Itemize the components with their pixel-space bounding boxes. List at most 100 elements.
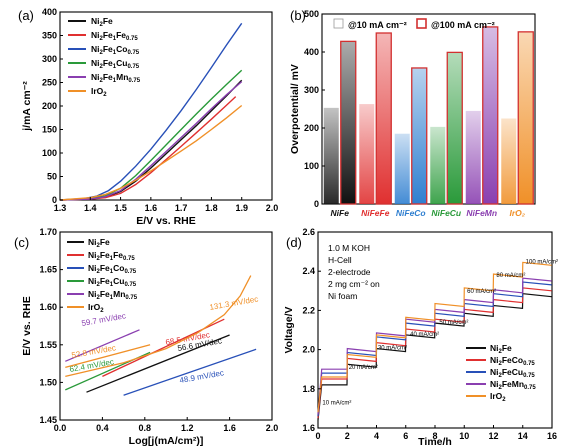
b-category-label-5: IrO₂ (509, 208, 525, 218)
a-x-tick-label: 1.5 (114, 203, 127, 213)
b-bar-NiFe-0 (323, 107, 339, 204)
a-x-tick-label: 1.4 (84, 203, 97, 213)
b-panel-label: (b) (290, 8, 306, 23)
b-bar-NiFeCu-1 (446, 51, 463, 205)
b-category-label-4: NiFeMn (466, 208, 497, 218)
d-condition-2: 2-electrode (328, 267, 371, 277)
d-step-label-6: 80 mA/cm² (496, 273, 525, 279)
b-y-tick-label: 300 (304, 85, 319, 95)
d-step-label-2: 30 mA/cm² (378, 346, 407, 352)
b-legend-label-1: @100 mA cm⁻² (431, 20, 495, 30)
a-series-line-0 (59, 79, 243, 201)
c-y-axis-label: E/V vs. RHE (21, 296, 33, 356)
c-x-tick-label: 1.2 (181, 423, 194, 433)
d-y-tick-label: 2.6 (302, 227, 315, 237)
b-bar-NiFeMn-1 (482, 26, 499, 205)
d-step-label-1: 20 mA/cm² (349, 365, 378, 371)
c-y-tick-label: 1.45 (39, 415, 57, 425)
d-legend-label-3: Ni2FeMn0.75 (490, 379, 536, 391)
b-bar-NiFeCu-0 (430, 126, 446, 204)
c-y-tick-label: 1.65 (39, 265, 57, 275)
c-x-tick-label: 0.0 (54, 423, 67, 433)
d-panel-label: (d) (286, 235, 302, 250)
b-y-axis-label: Overpotential/ mV (289, 64, 301, 154)
a-legend-label-0: Ni2Fe (91, 16, 113, 28)
a-x-tick-label: 1.8 (205, 203, 218, 213)
b-bar-NiFeCo-1 (411, 67, 428, 205)
d-legend-label-2: Ni2FeCu0.75 (490, 367, 535, 379)
d-x-tick-label: 6 (403, 431, 408, 441)
c-legend-label-0: Ni2Fe (88, 237, 110, 249)
d-x-tick-label: 8 (432, 431, 437, 441)
a-x-tick-label: 1.6 (145, 203, 158, 213)
c-y-tick-label: 1.70 (39, 227, 57, 237)
a-y-tick-label: 300 (42, 54, 57, 64)
a-y-tick-label: 100 (42, 148, 57, 158)
c-x-tick-label: 0.8 (139, 423, 152, 433)
b-y-tick-label: 400 (304, 47, 319, 57)
b-y-tick-label: 100 (304, 161, 319, 171)
d-series-line-4 (317, 261, 552, 413)
a-legend-label-4: Ni2Fe1Mn0.75 (91, 72, 141, 84)
c-fit-line-4 (65, 329, 140, 362)
b-legend-label-0: @10 mA cm⁻² (348, 20, 407, 30)
d-step-label-0: 10 mA/cm² (322, 400, 351, 406)
b-y-tick-label: 0 (314, 199, 319, 209)
c-legend-label-4: Ni2Fe1Mn0.75 (88, 289, 138, 301)
c-legend-label-1: Ni2Fe1Fe0.75 (88, 250, 135, 262)
a-legend-label-2: Ni2Fe1Co0.75 (91, 44, 140, 56)
b-legend-swatch-0 (333, 18, 344, 29)
d-step-label-7: 100 mA/cm² (526, 259, 558, 265)
d-y-tick-label: 1.6 (302, 423, 315, 433)
d-x-tick-label: 4 (374, 431, 379, 441)
b-category-label-3: NiFeCu (431, 208, 462, 218)
d-y-axis-label: Voltage/V (283, 306, 295, 353)
c-x-tick-label: 2.0 (266, 423, 279, 433)
b-y-tick-label: 500 (304, 9, 319, 19)
d-condition-0: 1.0 M KOH (328, 243, 370, 253)
c-fit-line-5 (65, 275, 252, 378)
a-series-line-5 (59, 104, 243, 201)
a-legend-label-5: IrO2 (91, 86, 107, 98)
a-y-tick-label: 50 (47, 172, 57, 182)
a-x-tick-label: 1.9 (235, 203, 248, 213)
a-y-tick-label: 400 (42, 7, 57, 17)
d-step-label-5: 60 mA/cm² (467, 289, 496, 295)
a-y-tick-label: 350 (42, 31, 57, 41)
c-y-tick-label: 1.55 (39, 340, 57, 350)
c-tafel-slope-label-4: 59.7 mV/dec (81, 311, 127, 328)
c-x-tick-label: 0.4 (96, 423, 109, 433)
c-tafel-slope-label-2: 48.9 mV/dec (179, 368, 225, 385)
a-x-tick-label: 1.3 (54, 203, 67, 213)
b-legend-swatch-1 (416, 18, 427, 29)
a-x-tick-label: 2.0 (266, 203, 279, 213)
b-category-label-0: NiFe (331, 208, 350, 218)
a-x-tick-label: 1.7 (175, 203, 188, 213)
a-y-tick-label: 150 (42, 125, 57, 135)
d-legend-label-4: IrO2 (490, 391, 506, 403)
a-legend-label-3: Ni2Fe1Cu0.75 (91, 58, 140, 70)
d-x-tick-label: 0 (315, 431, 320, 441)
chart-b: NiFe NiFeFe NiFeCo NiFeCu NiFeMn IrO₂ @10 mA c… (289, 8, 536, 218)
b-bar-NiFeFe-1 (375, 32, 392, 205)
d-y-tick-label: 1.8 (302, 384, 315, 394)
d-y-tick-label: 2.4 (302, 266, 315, 276)
c-fit-line-0 (86, 334, 230, 393)
c-tafel-slope-label-5: 131.3 mV/dec (209, 295, 259, 312)
a-legend-label-1: Ni2Fe1Fe0.75 (91, 30, 138, 42)
b-category-label-2: NiFeCo (396, 208, 426, 218)
d-step-label-3: 40 mA/cm² (410, 332, 439, 338)
d-x-tick-label: 14 (518, 431, 528, 441)
d-x-tick-label: 12 (488, 431, 498, 441)
d-legend-label-0: Ni2Fe (490, 343, 512, 355)
c-x-tick-label: 1.6 (223, 423, 236, 433)
b-category-label-1: NiFeFe (361, 208, 390, 218)
a-y-tick-label: 250 (42, 78, 57, 88)
a-panel-label: (a) (18, 8, 34, 23)
c-y-tick-label: 1.60 (39, 302, 57, 312)
d-y-tick-label: 2.0 (302, 345, 315, 355)
c-legend-label-5: IrO2 (88, 302, 104, 314)
